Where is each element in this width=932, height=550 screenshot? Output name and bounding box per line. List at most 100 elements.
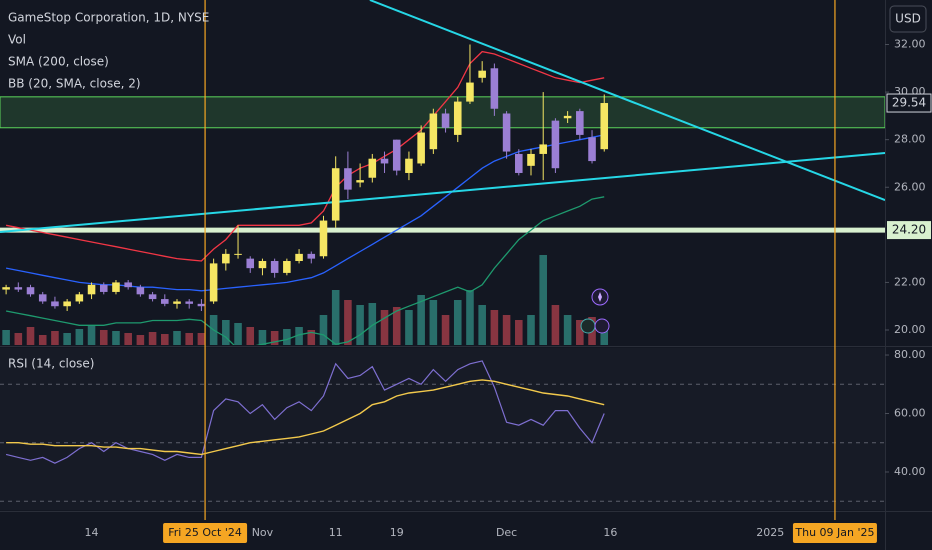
rsi-tick-label: 80.00 [894, 348, 926, 361]
volume-bar [295, 327, 303, 345]
x-tick-label: 19 [390, 526, 404, 539]
candle-body [63, 301, 71, 307]
candle-body [234, 253, 242, 255]
x-tick-label: 16 [603, 526, 617, 539]
volume-bar [124, 333, 132, 345]
volume-bar [258, 330, 267, 345]
crosshair-label: Thu 09 Jan '25 [794, 526, 874, 539]
y-tick-label: 32.00 [894, 37, 926, 50]
volume-bar [466, 290, 474, 345]
volume-bar [551, 305, 560, 345]
candle-body [161, 299, 169, 304]
candle-body [368, 158, 377, 178]
x-tick-label: 2025 [756, 526, 784, 539]
volume-bar [331, 290, 340, 345]
volume-bar [515, 320, 523, 345]
candle-body [331, 168, 340, 221]
indicator-line [5, 196, 605, 345]
volume-bar [161, 334, 169, 345]
volume-bar [417, 295, 425, 345]
legend-indicator[interactable]: SMA (200, close) [8, 55, 109, 69]
y-tick-label: 20.00 [894, 323, 926, 336]
event-icon-glyph [598, 292, 602, 302]
rsi-pane [0, 348, 885, 510]
price-tag [887, 221, 931, 240]
currency-button[interactable] [889, 5, 927, 33]
volume-bar [319, 315, 328, 345]
volume-bar [246, 327, 255, 345]
legend-indicator[interactable]: BB (20, SMA, close, 2) [8, 77, 141, 91]
candle-body [283, 261, 291, 273]
volume-bar [368, 303, 377, 345]
volume-bar [380, 310, 389, 345]
candle-body [563, 115, 572, 119]
candle-body [539, 144, 547, 154]
volume-bar [51, 331, 59, 345]
volume-bar [270, 331, 279, 345]
event-icons [580, 288, 610, 334]
volume-bar [222, 320, 230, 345]
indicator-line [5, 134, 605, 292]
candle-body [307, 253, 316, 259]
candle-body [588, 137, 596, 162]
crosshair-tag [163, 523, 248, 543]
candle-body [124, 282, 132, 288]
x-tick-label: 11 [329, 526, 343, 539]
legend-indicator[interactable]: Vol [8, 33, 26, 47]
candle-body [148, 294, 157, 300]
volume-bar [441, 315, 450, 345]
candle-body [515, 153, 523, 173]
candle-body [2, 287, 10, 290]
volume-bar [600, 325, 609, 345]
candle-body [209, 263, 218, 302]
volume-bar [539, 255, 547, 345]
candle-body [429, 113, 438, 150]
earnings-icon[interactable] [580, 318, 596, 334]
rsi-legend[interactable]: RSI (14, close) [8, 357, 94, 371]
candle-body [490, 68, 499, 109]
rsi-tick-label: 60.00 [894, 407, 926, 420]
volume-bar [490, 310, 499, 345]
legend-title: GameStop Corporation, 1D, NYSE [8, 11, 209, 25]
candle-body [258, 261, 267, 269]
candle-body [112, 282, 120, 292]
candle-body [26, 287, 35, 295]
candle-body [466, 82, 474, 102]
candle-body [246, 258, 255, 269]
currency-label[interactable]: USD [895, 12, 921, 26]
price-tag [886, 93, 932, 113]
volume-bar [576, 320, 584, 345]
candle-body [527, 153, 535, 166]
y-tick-label: 28.00 [894, 133, 926, 146]
rsi-tick-label: 40.00 [894, 465, 926, 478]
price-tag-label: 29.54 [892, 96, 926, 110]
x-tick-label: Nov [252, 526, 274, 539]
volume-bar [26, 327, 35, 345]
dividend-icon[interactable] [594, 318, 610, 334]
x-tick-label: 14 [85, 526, 99, 539]
candle-body [222, 253, 230, 264]
volume-bar [63, 333, 71, 345]
candle-body [295, 253, 303, 262]
volume-bar [197, 333, 206, 345]
y-tick-label: 22.00 [894, 275, 926, 288]
crosshair-label: Fri 25 Oct '24 [168, 526, 242, 539]
volume-bar [87, 325, 96, 345]
candle-body [441, 113, 450, 128]
candle-body [380, 158, 389, 164]
candle-body [270, 261, 279, 273]
candle-body [38, 294, 47, 302]
indicator-line [6, 379, 605, 456]
candle-body [344, 168, 352, 190]
volume-bar [234, 323, 242, 345]
volume-bar [405, 310, 413, 345]
volume-bar [112, 331, 120, 345]
volume-bar [392, 307, 401, 345]
volume-bar [283, 329, 291, 345]
candle-body [405, 158, 413, 173]
candle-body [478, 70, 486, 78]
volume-bar [429, 300, 438, 345]
candle-body [392, 139, 401, 171]
candle-body [173, 301, 181, 304]
volume-bar [307, 330, 316, 345]
